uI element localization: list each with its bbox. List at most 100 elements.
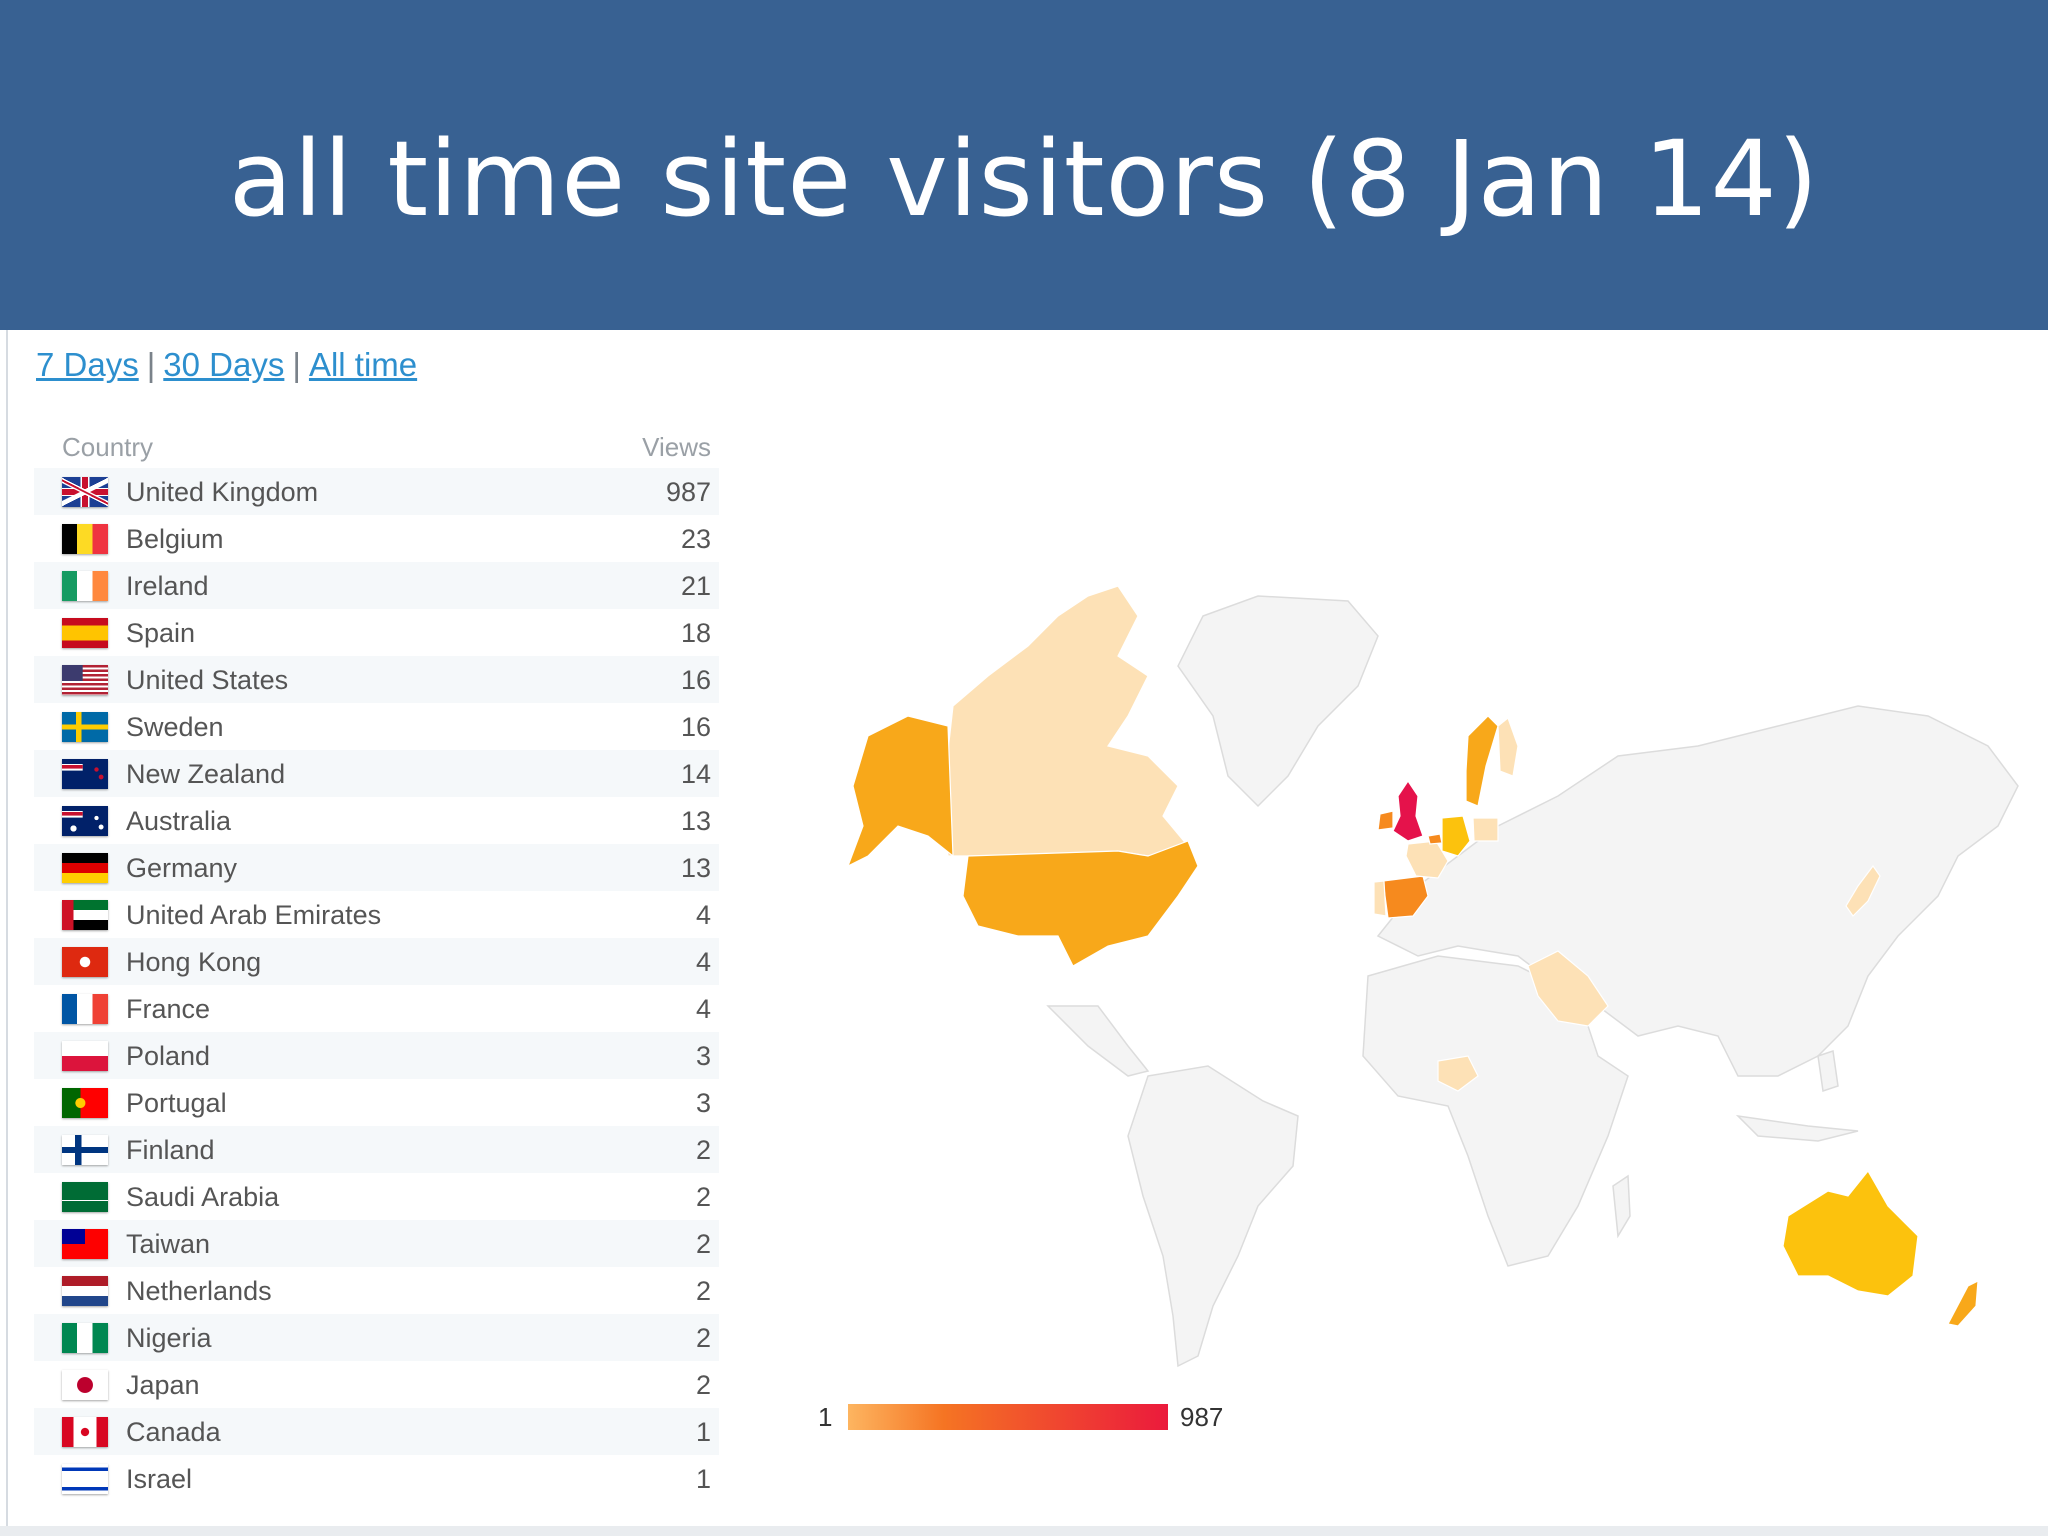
- united-states-shape[interactable]: [962, 840, 1199, 967]
- sweden-shape[interactable]: [1465, 715, 1499, 807]
- spain-shape[interactable]: [1382, 875, 1429, 919]
- table-row[interactable]: Spain 18: [34, 609, 719, 656]
- new-zealand-shape[interactable]: [1947, 1279, 1979, 1327]
- view-count: 2: [695, 1370, 711, 1400]
- greenland-shape: [1177, 595, 1379, 808]
- table-row[interactable]: United Kingdom 987: [34, 468, 719, 515]
- portugal-shape[interactable]: [1373, 880, 1387, 917]
- table-row[interactable]: Israel 1: [34, 1455, 719, 1502]
- table-row[interactable]: Australia 13: [34, 797, 719, 844]
- country-name: Taiwan: [126, 1229, 211, 1259]
- flag-icon: [62, 994, 108, 1024]
- range-30-days-link[interactable]: 30 Days: [163, 346, 285, 383]
- view-count: 1: [695, 1464, 711, 1494]
- table-row[interactable]: Saudi Arabia 2: [34, 1173, 719, 1220]
- world-map[interactable]: [818, 556, 2048, 1396]
- country-name: Saudi Arabia: [126, 1182, 280, 1212]
- canada-shape[interactable]: [942, 585, 1190, 857]
- view-count: 16: [680, 665, 711, 695]
- country-name: Australia: [126, 806, 232, 836]
- central-america-shape: [1046, 1005, 1150, 1077]
- finland-shape[interactable]: [1497, 717, 1519, 777]
- poland-shape[interactable]: [1472, 817, 1499, 842]
- flag-icon: [62, 1041, 108, 1071]
- flag-icon: [62, 1182, 108, 1212]
- legend-min-label: 1: [818, 1402, 833, 1432]
- view-count: 4: [695, 947, 711, 977]
- view-count: 13: [680, 806, 711, 836]
- country-name: France: [126, 994, 211, 1024]
- table-row[interactable]: Netherlands 2: [34, 1267, 719, 1314]
- legend-max-label: 987: [1180, 1402, 1224, 1432]
- flag-icon: [62, 853, 108, 883]
- australia-shape[interactable]: [1782, 1169, 1919, 1297]
- legend-gradient-bar: [848, 1404, 1168, 1430]
- flag-icon: [62, 571, 108, 601]
- flag-icon: [62, 947, 108, 977]
- south-america-shape: [1127, 1065, 1299, 1368]
- japan-shape[interactable]: [1845, 864, 1881, 917]
- table-row[interactable]: Canada 1: [34, 1408, 719, 1455]
- view-count: 3: [695, 1041, 711, 1071]
- view-count: 2: [695, 1276, 711, 1306]
- table-row[interactable]: Poland 3: [34, 1032, 719, 1079]
- united-kingdom-shape[interactable]: [1392, 779, 1424, 842]
- view-count: 2: [695, 1135, 711, 1165]
- table-row[interactable]: Nigeria 2: [34, 1314, 719, 1361]
- alaska-shape[interactable]: [846, 715, 954, 868]
- map-color-legend: 1 987: [818, 1390, 1248, 1450]
- table-row[interactable]: Hong Kong 4: [34, 938, 719, 985]
- indonesia-shape: [1735, 1114, 1859, 1142]
- table-row[interactable]: Ireland 21: [34, 562, 719, 609]
- flag-icon: [62, 618, 108, 648]
- flag-icon: [62, 1323, 108, 1353]
- country-name: Finland: [126, 1135, 215, 1165]
- country-name: United Kingdom: [126, 477, 319, 507]
- flag-icon: [62, 524, 108, 554]
- table-row[interactable]: United States 16: [34, 656, 719, 703]
- philippines-shape: [1817, 1050, 1839, 1092]
- table-header: Country Views: [34, 424, 719, 468]
- country-name: Ireland: [126, 571, 209, 601]
- view-count: 13: [680, 853, 711, 883]
- title-banner: all time site visitors (8 Jan 14): [0, 0, 2048, 330]
- belgium-shape[interactable]: [1427, 833, 1443, 845]
- country-name: Hong Kong: [126, 947, 262, 977]
- range-separator: |: [146, 346, 156, 383]
- table-row[interactable]: Sweden 16: [34, 703, 719, 750]
- table-row[interactable]: Finland 2: [34, 1126, 719, 1173]
- table-row[interactable]: Belgium 23: [34, 515, 719, 562]
- table-row[interactable]: United Arab Emirates 4: [34, 891, 719, 938]
- flag-icon: [62, 900, 108, 930]
- country-name: Portugal: [126, 1088, 227, 1118]
- flag-icon: [62, 1135, 108, 1165]
- table-row[interactable]: Taiwan 2: [34, 1220, 719, 1267]
- table-row[interactable]: New Zealand 14: [34, 750, 719, 797]
- range-7-days-link[interactable]: 7 Days: [36, 346, 139, 383]
- flag-icon: [62, 1276, 108, 1306]
- germany-shape[interactable]: [1441, 815, 1471, 857]
- flag-icon: [62, 712, 108, 742]
- ireland-shape[interactable]: [1377, 810, 1394, 831]
- flag-icon: [62, 1088, 108, 1118]
- view-count: 4: [695, 900, 711, 930]
- table-body: United Kingdom 987 Belgium 23 Ireland 21 Spain…: [34, 468, 719, 1502]
- table-row[interactable]: Japan 2: [34, 1361, 719, 1408]
- nigeria-shape[interactable]: [1437, 1055, 1479, 1092]
- view-count: 18: [680, 618, 711, 648]
- table-row[interactable]: France 4: [34, 985, 719, 1032]
- view-count: 2: [695, 1182, 711, 1212]
- range-all-time-link[interactable]: All time: [308, 346, 418, 383]
- view-count: 21: [680, 571, 711, 601]
- country-column-header: Country: [62, 432, 154, 462]
- view-count: 2: [695, 1323, 711, 1353]
- slide-title: all time site visitors (8 Jan 14): [228, 118, 1820, 240]
- country-name: Canada: [126, 1417, 221, 1447]
- view-count: 1: [695, 1417, 711, 1447]
- table-row[interactable]: Portugal 3: [34, 1079, 719, 1126]
- footer-strip: [0, 1526, 2048, 1536]
- table-row[interactable]: Germany 13: [34, 844, 719, 891]
- view-count: 987: [665, 477, 711, 507]
- madagascar-shape: [1612, 1174, 1631, 1239]
- saudi-arabia-shape[interactable]: [1527, 950, 1609, 1027]
